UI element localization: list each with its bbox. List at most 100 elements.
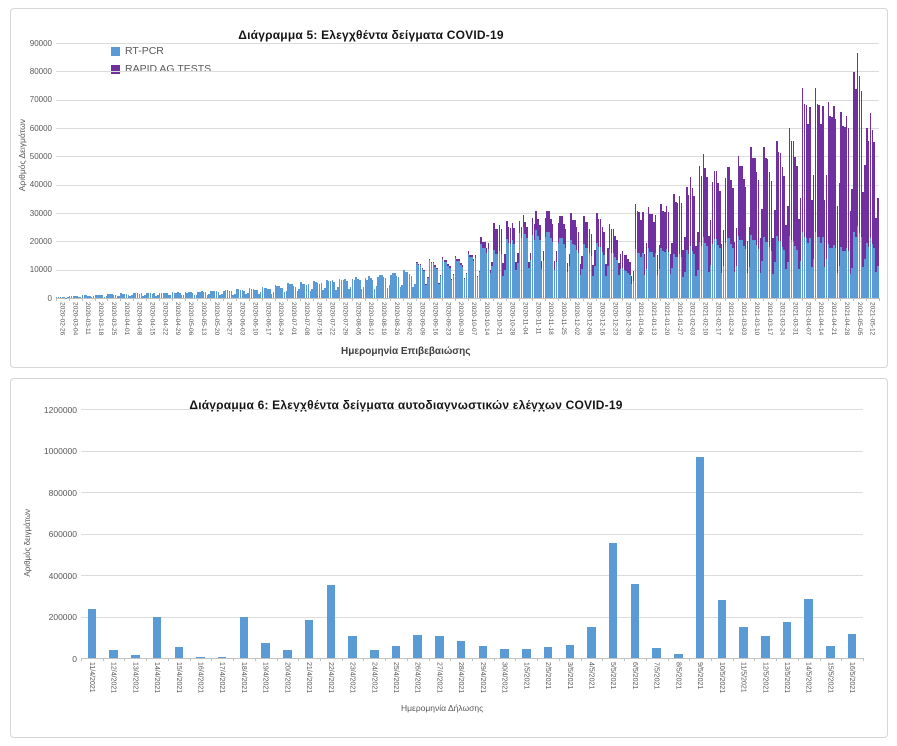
rtpcr-bar-segment <box>138 293 141 298</box>
y-tick-label: 40000 <box>29 180 52 190</box>
rapid-bar-segment <box>654 214 657 253</box>
rapid-bar-segment <box>704 167 706 243</box>
rtpcr-bar-segment <box>847 251 850 298</box>
rapid-bar-segment <box>669 254 672 275</box>
rtpcr-bar-segment <box>667 251 670 298</box>
rapid-bar-segment <box>730 179 732 244</box>
rtpcr-bar-segment <box>373 288 376 298</box>
axis-tick <box>515 658 517 661</box>
rtpcr-bar-segment <box>349 286 352 298</box>
x-tick-label: 28/4/2021 <box>457 662 465 694</box>
rtpcr-bar-segment <box>575 249 578 298</box>
rtpcr-bar-segment <box>827 243 830 298</box>
rtpcr-bar-segment <box>248 288 251 298</box>
selftest-bar <box>283 650 292 658</box>
x-tick-label: 2020-07-08 <box>302 302 310 336</box>
rapid-bar-segment <box>438 282 440 284</box>
rapid-bar-segment <box>452 274 455 276</box>
rapid-bar-segment <box>423 269 425 271</box>
selftest-bar <box>196 657 205 658</box>
rtpcr-bar-segment <box>223 290 225 298</box>
rtpcr-bar-segment <box>647 248 650 298</box>
rtpcr-bar-segment <box>305 284 308 298</box>
rtpcr-bar-segment <box>81 295 84 298</box>
rtpcr-bar-segment <box>638 252 640 298</box>
rtpcr-bar-segment <box>654 252 657 298</box>
rtpcr-bar-segment <box>379 274 381 298</box>
x-tick-label: 2020-08-12 <box>367 302 375 336</box>
rtpcr-bar-segment <box>540 268 543 298</box>
axis-tick <box>68 298 70 301</box>
rtpcr-bar-segment <box>370 278 372 298</box>
x-tick-label: 2021-01-06 <box>637 302 645 336</box>
rapid-bar-segment <box>491 262 493 267</box>
rapid-bar-segment <box>735 227 738 266</box>
rapid-bar-segment <box>869 113 872 239</box>
rtpcr-bar-segment <box>116 296 119 298</box>
rapid-bar-segment <box>665 205 668 249</box>
rtpcr-bar-segment <box>142 295 144 298</box>
rtpcr-bar-segment <box>748 266 751 298</box>
selftest-bar <box>587 627 596 658</box>
rtpcr-bar-segment <box>673 253 675 298</box>
rtpcr-bar-segment <box>601 252 604 298</box>
x-tick-label: 2020-07-22 <box>328 302 336 336</box>
rtpcr-bar-segment <box>355 276 357 298</box>
rapid-bar-segment <box>752 157 754 240</box>
rtpcr-bar-segment <box>162 293 165 298</box>
axis-tick <box>732 658 734 661</box>
rtpcr-bar-segment <box>495 253 497 298</box>
rtpcr-bar-segment <box>272 291 275 298</box>
rtpcr-bar-segment <box>533 239 536 298</box>
selftest-bar <box>131 654 140 658</box>
rapid-bar-segment <box>779 152 782 242</box>
rtpcr-bar-segment <box>594 266 596 298</box>
axis-tick <box>621 298 623 301</box>
rtpcr-bar-segment <box>348 289 350 298</box>
rapid-bar-segment <box>765 158 767 242</box>
axis-tick <box>737 298 739 301</box>
axis-tick <box>56 298 57 301</box>
rtpcr-bar-segment <box>173 292 176 298</box>
rapid-bar-segment <box>469 254 471 258</box>
axis-tick <box>776 658 778 661</box>
rapid-bar-segment <box>647 206 650 249</box>
x-tick-label: 2021-05-05 <box>855 302 863 336</box>
rapid-bar-segment <box>539 224 541 241</box>
rtpcr-bar-segment <box>585 247 587 298</box>
rtpcr-bar-segment <box>133 292 135 298</box>
rtpcr-bar-segment <box>291 284 293 298</box>
rapid-bar-segment <box>473 259 475 262</box>
rapid-bar-segment <box>574 219 576 245</box>
rapid-bar-segment <box>755 171 758 246</box>
selftest-bar <box>630 584 640 658</box>
rtpcr-bar-segment <box>853 231 855 298</box>
rapid-bar-segment <box>485 247 488 254</box>
rapid-bar-segment <box>805 104 807 238</box>
rtpcr-bar-segment <box>845 247 848 298</box>
x-tick-label: 21/4/2021 <box>305 662 313 694</box>
rtpcr-bar-segment <box>212 290 214 298</box>
x-tick-label: 22/4/2021 <box>326 662 334 694</box>
y-tick-label: 600000 <box>48 529 77 539</box>
rapid-bar-segment <box>811 200 813 268</box>
rapid-bar-segment <box>788 128 791 236</box>
rtpcr-bar-segment <box>149 293 152 298</box>
rtpcr-bar-segment <box>180 295 183 298</box>
rapid-bar-segment <box>548 210 550 232</box>
y-tick-label: 1200000 <box>43 404 77 415</box>
rapid-bar-segment <box>732 187 734 248</box>
x-tick-label: 2021-04-21 <box>830 302 838 336</box>
gridline <box>81 533 863 535</box>
rapid-bar-segment <box>790 140 793 241</box>
rapid-swatch-icon <box>111 64 120 74</box>
rapid-bar-segment <box>781 166 784 247</box>
rtpcr-bar-segment <box>72 296 75 298</box>
rapid-bar-segment <box>807 123 809 244</box>
rapid-bar-segment <box>458 259 460 261</box>
x-tick-label: 2020-05-13 <box>199 302 207 336</box>
rapid-bar-segment <box>796 166 798 250</box>
rapid-bar-segment <box>518 221 521 233</box>
rtpcr-bar-segment <box>825 259 828 298</box>
rapid-bar-segment <box>673 194 675 254</box>
